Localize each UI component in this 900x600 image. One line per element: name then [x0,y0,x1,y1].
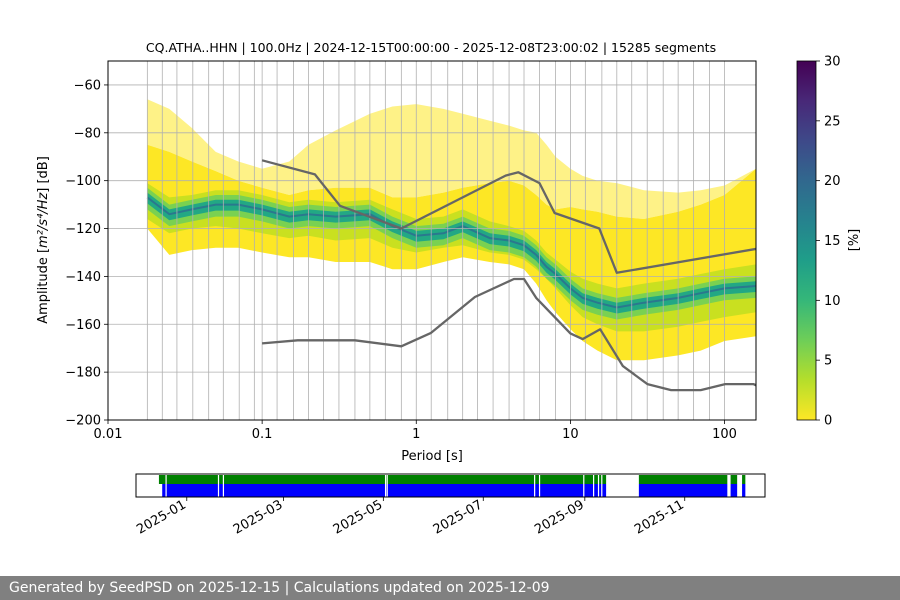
x-tick-label: 10 [562,427,579,442]
availability-gap [165,475,167,497]
y-axis-label: Amplitude [m²/s⁴/Hz] [dB] [36,156,51,324]
x-axis-label: Period [s] [401,449,463,464]
footer-text: Generated by SeedPSD on 2025-12-15 | Cal… [0,576,900,600]
y-tick-label: −60 [74,78,101,93]
y-tick-label: −180 [65,366,101,381]
availability-gap [601,475,603,497]
y-axis-ticks: −200 −180 −160 −140 −120 −100 −80 −60 [65,78,108,429]
availability-processed-segment [742,484,746,497]
availability-gap [384,475,387,497]
x-tick-label: 100 [712,427,737,442]
colorbar-tick-label: 0 [824,414,832,429]
availability-bars [158,475,746,497]
x-axis-ticks: 0.01 0.1 1 10 100 [94,420,737,442]
plot-frame [107,60,757,421]
psd-sparse-band [147,99,756,219]
availability-processed-segment [730,484,738,497]
x-tick-label: 0.01 [94,427,123,442]
colorbar: 0 5 10 15 20 25 30 [%] [796,55,862,429]
date-tick-label: 2025-11 [632,497,687,537]
y-tick-label: −200 [65,414,101,429]
availability-gap [386,475,388,497]
psd-plot-area: 0.01 0.1 1 10 100 −200 −180 −160 −140 −120 −100 −8… [65,60,757,442]
y-tick-label: −120 [65,222,101,237]
availability-gap [738,475,740,497]
vertical-gridlines [146,61,725,420]
colorbar-tick-label: 15 [824,234,841,249]
availability-data-segment [730,475,738,484]
y-tick-label: −160 [65,318,101,333]
availability-gap [538,475,541,497]
colorbar-gradient [796,60,817,421]
availability-gap [593,475,595,497]
availability-gap [583,475,585,497]
y-tick-label: −100 [65,174,101,189]
availability-date-ticks: 2025-01 2025-03 2025-05 2025-07 2025-09 2025-… [134,497,687,538]
nhnm-line [261,159,756,274]
date-tick-label: 2025-01 [134,497,189,537]
availability-processed-segment [638,484,728,497]
psd-figure: CQ.ATHA..HHN | 100.0Hz | 2024-12-15T00:0… [36,40,862,538]
colorbar-tick-label: 30 [824,55,841,70]
availability-gap [534,475,536,497]
date-tick-label: 2025-03 [231,497,286,537]
availability-gap [217,475,220,497]
y-tick-label: −80 [74,126,101,141]
date-tick-label: 2025-09 [532,497,587,537]
colorbar-label: [%] [847,229,862,252]
y-tick-label: −140 [65,270,101,285]
availability-timeline: 2025-01 2025-03 2025-05 2025-07 2025-09 2025-… [134,473,766,538]
date-tick-label: 2025-05 [331,497,386,537]
availability-data-segment [638,475,728,484]
noise-model-lines [261,159,756,392]
colorbar-tick-label: 10 [824,294,841,309]
nlnm-line [262,277,756,392]
colorbar-tick-label: 5 [824,354,832,369]
availability-processed-segment [162,484,607,497]
chart-title: CQ.ATHA..HHN | 100.0Hz | 2024-12-15T00:0… [146,40,716,55]
horizontal-gridlines [108,84,756,421]
psd-density-heatmap [146,99,756,361]
availability-gap [222,475,225,497]
x-tick-label: 1 [412,427,420,442]
availability-gap [597,475,600,497]
x-tick-label: 0.1 [252,427,273,442]
colorbar-tick-label: 25 [824,114,841,129]
availability-data-segment [158,475,607,484]
availability-frame [135,473,766,498]
date-tick-label: 2025-07 [431,497,486,537]
colorbar-ticks: 0 5 10 15 20 25 30 [816,55,841,429]
availability-data-segment [742,475,746,484]
psd-core-band [147,192,756,314]
colorbar-tick-label: 20 [824,174,841,189]
